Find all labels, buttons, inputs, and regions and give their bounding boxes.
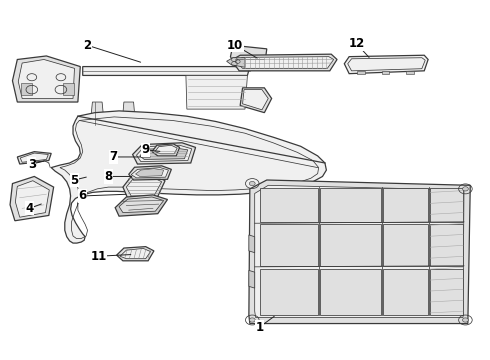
Polygon shape: [383, 224, 428, 266]
Polygon shape: [434, 271, 459, 312]
Circle shape: [463, 318, 468, 322]
Polygon shape: [133, 143, 196, 164]
Text: 7: 7: [109, 150, 117, 163]
Polygon shape: [430, 269, 463, 315]
Polygon shape: [137, 145, 192, 162]
Circle shape: [249, 181, 255, 186]
Polygon shape: [264, 191, 314, 219]
Circle shape: [463, 187, 468, 191]
Polygon shape: [430, 224, 463, 266]
Polygon shape: [20, 153, 49, 162]
Polygon shape: [387, 227, 424, 263]
Polygon shape: [320, 224, 381, 266]
Polygon shape: [152, 144, 180, 156]
Polygon shape: [117, 247, 154, 261]
Polygon shape: [320, 188, 381, 222]
Polygon shape: [83, 67, 250, 76]
Polygon shape: [10, 176, 53, 221]
Polygon shape: [51, 111, 326, 243]
Polygon shape: [255, 185, 464, 318]
Text: 2: 2: [83, 39, 92, 52]
Polygon shape: [434, 191, 459, 219]
Polygon shape: [17, 152, 51, 164]
Text: 9: 9: [142, 143, 150, 156]
Polygon shape: [249, 270, 255, 288]
Polygon shape: [260, 224, 318, 266]
Polygon shape: [430, 188, 463, 222]
Polygon shape: [115, 195, 168, 216]
Text: 5: 5: [71, 174, 78, 186]
Circle shape: [249, 318, 255, 322]
Polygon shape: [140, 148, 188, 159]
Polygon shape: [387, 191, 424, 219]
Polygon shape: [240, 88, 271, 113]
Polygon shape: [15, 181, 49, 217]
Polygon shape: [120, 248, 150, 259]
Polygon shape: [264, 227, 314, 263]
Polygon shape: [12, 56, 80, 102]
Polygon shape: [119, 197, 164, 213]
Polygon shape: [131, 168, 169, 178]
Polygon shape: [264, 271, 314, 312]
Polygon shape: [122, 102, 136, 130]
Polygon shape: [136, 168, 164, 176]
Polygon shape: [155, 145, 177, 154]
Polygon shape: [324, 271, 377, 312]
Polygon shape: [231, 54, 337, 71]
Polygon shape: [320, 269, 381, 315]
Polygon shape: [18, 59, 74, 99]
Polygon shape: [90, 102, 104, 127]
Polygon shape: [249, 180, 470, 324]
Polygon shape: [406, 71, 414, 74]
Polygon shape: [186, 76, 247, 109]
Text: 3: 3: [28, 158, 36, 171]
Polygon shape: [324, 227, 377, 263]
Polygon shape: [235, 57, 334, 68]
Text: 6: 6: [78, 189, 87, 202]
Polygon shape: [382, 71, 390, 74]
Text: 12: 12: [348, 37, 365, 50]
Polygon shape: [434, 227, 459, 263]
Polygon shape: [344, 55, 428, 74]
Polygon shape: [324, 191, 377, 219]
Text: 1: 1: [255, 321, 264, 334]
Polygon shape: [383, 269, 428, 315]
Polygon shape: [357, 71, 365, 74]
Polygon shape: [21, 82, 32, 95]
Polygon shape: [260, 269, 318, 315]
Polygon shape: [383, 188, 428, 222]
Polygon shape: [123, 173, 165, 198]
Polygon shape: [260, 188, 318, 222]
Polygon shape: [129, 166, 172, 180]
Polygon shape: [230, 45, 267, 67]
Text: 11: 11: [91, 250, 107, 263]
Polygon shape: [226, 58, 245, 67]
Polygon shape: [387, 271, 424, 312]
Polygon shape: [243, 90, 268, 110]
Text: 4: 4: [25, 202, 33, 215]
Polygon shape: [249, 235, 255, 253]
Polygon shape: [63, 82, 74, 95]
Text: 8: 8: [104, 170, 113, 183]
Text: 10: 10: [227, 39, 244, 52]
Polygon shape: [126, 175, 162, 196]
